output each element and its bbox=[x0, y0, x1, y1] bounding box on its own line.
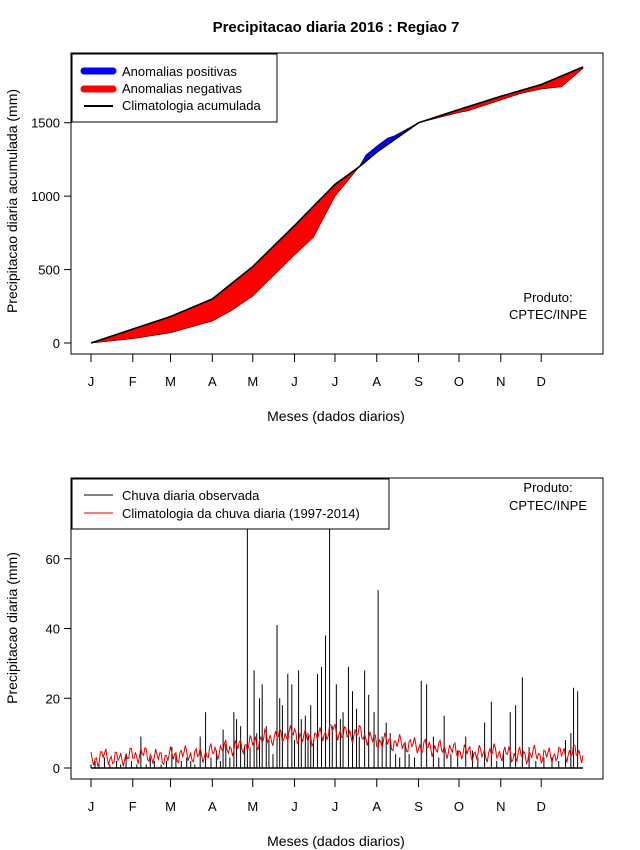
cumulative-chart: 0 500 1000 1500 J F M A M J J A S O N D Meses (dados d… bbox=[4, 52, 604, 424]
month-tick-label: M bbox=[247, 799, 258, 814]
y-tick-label: 40 bbox=[46, 622, 60, 637]
month-tick-label: N bbox=[496, 799, 505, 814]
cumulative-climatology-line bbox=[90, 66, 584, 344]
bottom-legend: Chuva diaria observada Climatologia da c… bbox=[71, 478, 390, 530]
month-tick-label: A bbox=[208, 374, 217, 389]
y-tick-label: 1500 bbox=[31, 116, 60, 131]
y-tick-label: 20 bbox=[46, 691, 60, 706]
bottom-y-axis: 0 20 40 60 bbox=[46, 552, 71, 776]
daily-rain-bars bbox=[90, 516, 583, 769]
month-tick-label: S bbox=[414, 374, 423, 389]
chart-title: Precipitacao diaria 2016 : Regiao 7 bbox=[213, 19, 460, 36]
month-tick-label: F bbox=[129, 374, 137, 389]
month-tick-label: D bbox=[537, 374, 546, 389]
month-tick-label: N bbox=[496, 374, 505, 389]
month-tick-label: M bbox=[165, 799, 176, 814]
bottom-legend-box bbox=[71, 478, 390, 530]
month-tick-label: J bbox=[332, 799, 339, 814]
month-tick-label: J bbox=[291, 374, 298, 389]
month-tick-label: J bbox=[88, 799, 95, 814]
bottom-credit-label: Produto: bbox=[523, 480, 572, 495]
y-tick-label: 60 bbox=[46, 552, 60, 567]
month-tick-label: J bbox=[332, 374, 339, 389]
y-tick-label: 0 bbox=[53, 761, 60, 776]
y-tick-label: 500 bbox=[38, 263, 60, 278]
month-tick-label: J bbox=[291, 799, 298, 814]
top-credit-org: CPTEC/INPE bbox=[509, 307, 587, 322]
month-tick-label: S bbox=[414, 799, 423, 814]
top-y-axis-label: Precipitacao diaria acumulada (mm) bbox=[4, 89, 20, 313]
bottom-credit-org: CPTEC/INPE bbox=[509, 498, 587, 513]
y-tick-label: 0 bbox=[53, 336, 60, 351]
top-x-axis-label: Meses (dados diarios) bbox=[267, 408, 405, 424]
legend-observed-label: Chuva diaria observada bbox=[122, 488, 260, 503]
legend-negative-label: Anomalias negativas bbox=[122, 81, 242, 96]
month-tick-label: A bbox=[208, 799, 217, 814]
legend-daily-climatology-label: Climatologia da chuva diaria (1997-2014) bbox=[122, 506, 360, 521]
month-tick-label: F bbox=[129, 799, 137, 814]
month-tick-label: O bbox=[454, 374, 464, 389]
month-tick-label: A bbox=[372, 374, 381, 389]
month-tick-label: J bbox=[88, 374, 95, 389]
month-tick-label: D bbox=[537, 799, 546, 814]
month-tick-label: M bbox=[165, 374, 176, 389]
observed-cumulative-line bbox=[90, 68, 584, 344]
top-y-axis: 0 500 1000 1500 bbox=[31, 116, 71, 351]
month-tick-label: M bbox=[247, 374, 258, 389]
y-tick-label: 1000 bbox=[31, 189, 60, 204]
month-tick-label: O bbox=[454, 799, 464, 814]
top-credit-label: Produto: bbox=[523, 290, 572, 305]
month-tick-label: A bbox=[372, 799, 381, 814]
daily-chart: 0 20 40 60 J F M A M J J A S O N D Meses (dados diario… bbox=[4, 477, 604, 849]
top-legend: Anomalias positivas Anomalias negativas … bbox=[71, 53, 278, 123]
top-plot-frame bbox=[70, 52, 604, 355]
bottom-y-axis-label: Precipitacao diaria (mm) bbox=[4, 552, 20, 704]
legend-climatology-label: Climatologia acumulada bbox=[122, 98, 262, 113]
daily-climatology-line bbox=[90, 723, 584, 768]
bottom-x-axis-label: Meses (dados diarios) bbox=[267, 833, 405, 849]
legend-positive-label: Anomalias positivas bbox=[122, 64, 237, 79]
